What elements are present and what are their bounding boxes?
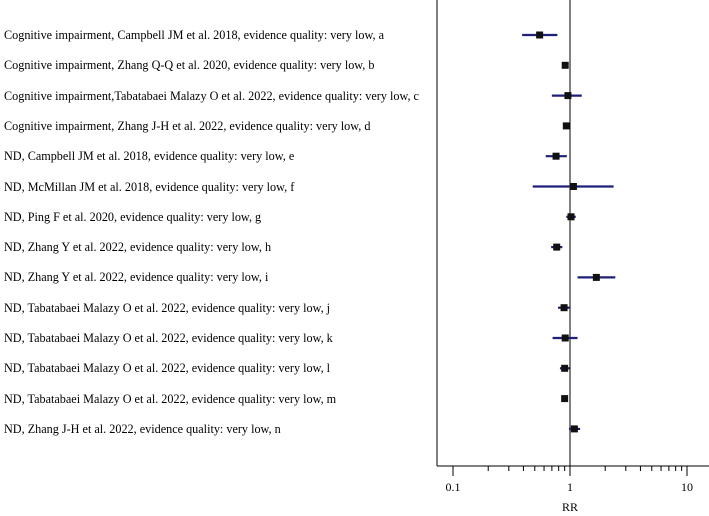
row-labels: Cognitive impairment, Campbell JM et al.… [4, 28, 419, 436]
point-estimate-marker [567, 213, 575, 221]
row-label: ND, Campbell JM et al. 2018, evidence qu… [4, 149, 295, 164]
row-label: ND, Tabatabaei Malazy O et al. 2022, evi… [4, 300, 331, 315]
row-label: ND, McMillan JM et al. 2018, evidence qu… [4, 179, 295, 194]
point-estimate-marker [562, 122, 570, 130]
point-estimate-marker [560, 304, 568, 312]
x-tick-label: 10 [681, 480, 693, 494]
row-label: Cognitive impairment, Campbell JM et al.… [4, 28, 384, 42]
row-label: ND, Tabatabaei Malazy O et al. 2022, evi… [4, 331, 333, 345]
x-axis-label: RR [562, 500, 578, 514]
point-estimate-marker [552, 152, 560, 160]
point-estimate-marker [561, 364, 569, 372]
x-tick-label: 1 [567, 480, 573, 494]
row-label: Cognitive impairment,Tabatabaei Malazy O… [4, 88, 419, 103]
row-label: Cognitive impairment, Zhang Q-Q et al. 2… [4, 58, 375, 73]
point-estimate-marker [592, 273, 600, 281]
point-estimate-marker [561, 61, 569, 69]
row-label: ND, Tabatabaei Malazy O et al. 2022, evi… [4, 391, 337, 406]
row-label: ND, Zhang Y et al. 2022, evidence qualit… [4, 270, 269, 285]
point-estimate-marker [561, 334, 569, 342]
row-label: ND, Tabatabaei Malazy O et al. 2022, evi… [4, 361, 331, 376]
row-label: Cognitive impairment, Zhang J-H et al. 2… [4, 118, 371, 133]
point-estimate-marker [561, 395, 569, 403]
row-label: ND, Zhang Y et al. 2022, evidence qualit… [4, 240, 272, 255]
point-estimate-marker [564, 92, 572, 100]
point-estimate-marker [553, 243, 561, 251]
row-label: ND, Ping F et al. 2020, evidence quality… [4, 209, 262, 224]
point-estimate-marker [569, 183, 577, 190]
x-tick-label: 0.1 [446, 480, 461, 494]
point-estimate-marker [536, 31, 544, 39]
row-label: ND, Zhang J-H et al. 2022, evidence qual… [4, 421, 281, 436]
point-estimate-marker [570, 425, 578, 433]
